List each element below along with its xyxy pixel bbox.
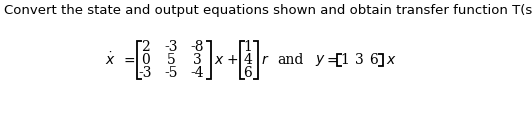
Text: 3: 3 bbox=[193, 53, 202, 67]
Text: Convert the state and output equations shown and obtain transfer function T(s).: Convert the state and output equations s… bbox=[4, 4, 532, 17]
Text: 5: 5 bbox=[167, 53, 176, 67]
Text: 0: 0 bbox=[140, 53, 149, 67]
Text: 4: 4 bbox=[244, 53, 253, 67]
Text: 3: 3 bbox=[355, 53, 363, 67]
Text: $+$: $+$ bbox=[226, 53, 238, 67]
Text: -3: -3 bbox=[164, 40, 178, 54]
Text: 6: 6 bbox=[244, 66, 252, 80]
Text: $=$: $=$ bbox=[121, 53, 136, 67]
Text: -3: -3 bbox=[138, 66, 152, 80]
Text: $=$: $=$ bbox=[324, 53, 339, 67]
Text: $x$: $x$ bbox=[386, 53, 397, 67]
Text: $y$: $y$ bbox=[315, 52, 326, 67]
Text: $r$: $r$ bbox=[261, 53, 269, 67]
Text: -4: -4 bbox=[190, 66, 204, 80]
Text: 2: 2 bbox=[140, 40, 149, 54]
Text: $\dot{x}$: $\dot{x}$ bbox=[105, 52, 115, 68]
Text: -8: -8 bbox=[190, 40, 204, 54]
Text: 1: 1 bbox=[340, 53, 350, 67]
Text: and: and bbox=[277, 53, 303, 67]
Text: $x$: $x$ bbox=[214, 53, 225, 67]
Text: 6: 6 bbox=[369, 53, 377, 67]
Text: 1: 1 bbox=[244, 40, 253, 54]
Text: -5: -5 bbox=[164, 66, 178, 80]
